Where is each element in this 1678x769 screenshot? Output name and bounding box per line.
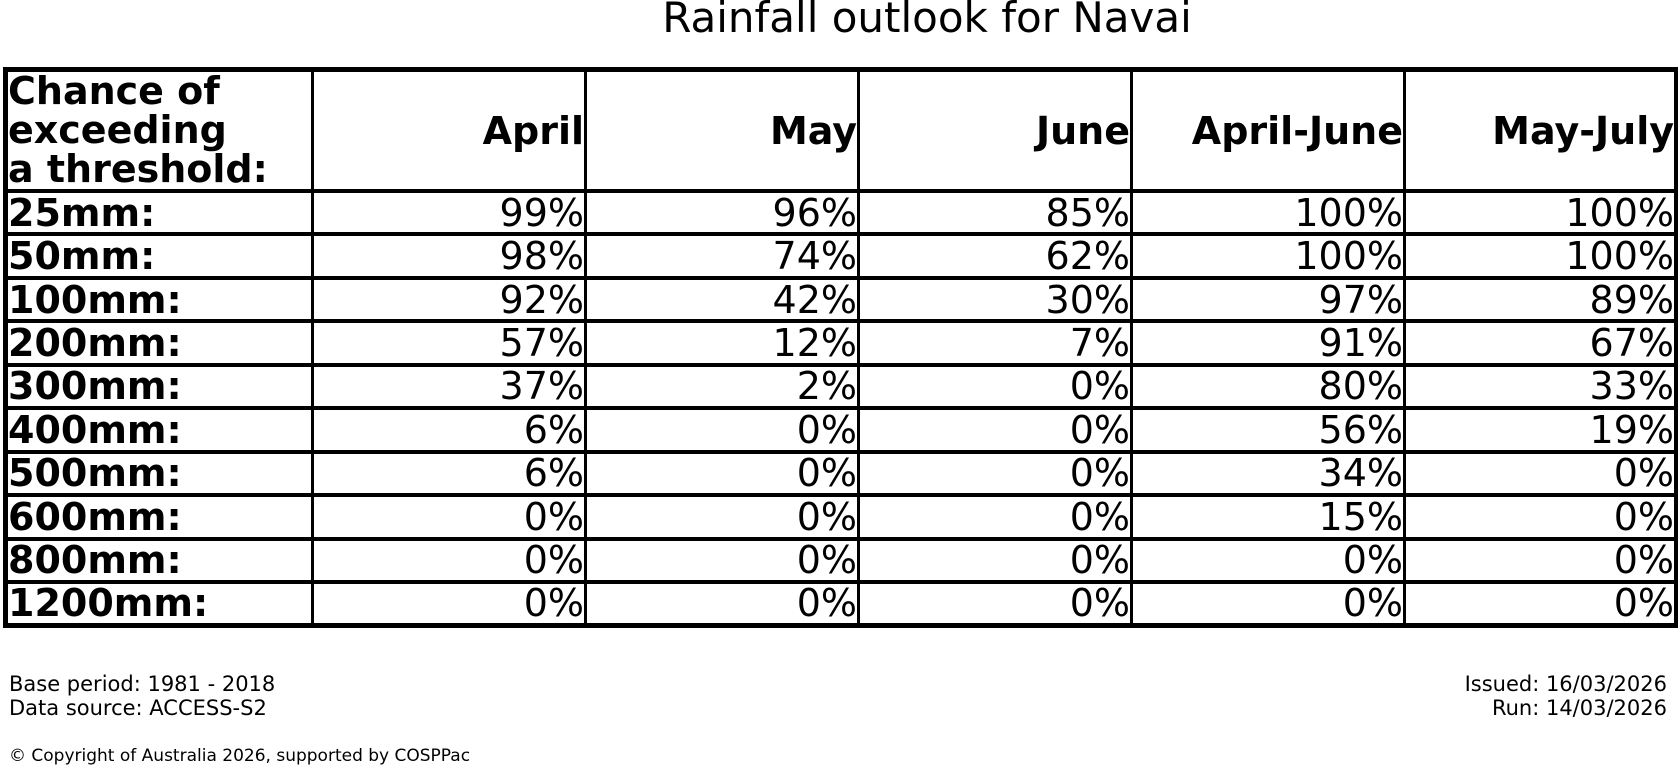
threshold-label: 800mm: [4, 536, 314, 584]
chance-value-cell: 0% [857, 362, 1133, 411]
rainfall-outlook-table: Chance of exceeding a threshold: April M… [3, 67, 1678, 628]
chance-value-cell: 80% [1130, 362, 1406, 411]
chance-value-cell: 100% [1403, 188, 1678, 237]
chance-value-cell: 100% [1403, 232, 1678, 280]
chance-value-cell: 0% [584, 579, 860, 628]
chance-value-cell: 0% [857, 406, 1133, 454]
table-row: 500mm: 6% 0% 0% 34% 0% [4, 449, 1678, 498]
chance-value-cell: 37% [311, 362, 587, 411]
threshold-label: 25mm: [4, 188, 314, 237]
threshold-label: 200mm: [4, 319, 314, 367]
chance-value-cell: 67% [1403, 319, 1678, 367]
chance-value-cell: 92% [311, 275, 587, 324]
column-header-april: April [311, 67, 587, 193]
chance-value-cell: 97% [1130, 275, 1406, 324]
chance-value-cell: 0% [584, 449, 860, 498]
chance-value-cell: 96% [584, 188, 860, 237]
chance-value-cell: 89% [1403, 275, 1678, 324]
chance-value-cell: 100% [1130, 188, 1406, 237]
table-row: 800mm: 0% 0% 0% 0% 0% [4, 536, 1678, 584]
chance-value-cell: 57% [311, 319, 587, 367]
copyright-note: © Copyright of Australia 2026, supported… [9, 746, 471, 766]
chance-value-cell: 0% [857, 536, 1133, 584]
corner-header-line2: exceeding [8, 108, 227, 152]
chance-value-cell: 0% [1130, 579, 1406, 628]
chance-value-cell: 0% [584, 493, 860, 541]
chance-value-cell: 91% [1130, 319, 1406, 367]
chance-value-cell: 42% [584, 275, 860, 324]
chance-value-cell: 0% [1403, 579, 1678, 628]
chance-value-cell: 0% [311, 536, 587, 584]
table-row: 100mm: 92% 42% 30% 97% 89% [4, 275, 1678, 324]
page-title: Rainfall outlook for Navai [662, 0, 1192, 42]
table-row: 25mm: 99% 96% 85% 100% 100% [4, 188, 1678, 237]
chance-value-cell: 0% [857, 493, 1133, 541]
chance-value-cell: 7% [857, 319, 1133, 367]
table-row: 1200mm: 0% 0% 0% 0% 0% [4, 579, 1678, 628]
run-date: Run: 14/03/2026 [1491, 696, 1667, 720]
table-row: 600mm: 0% 0% 0% 15% 0% [4, 493, 1678, 541]
threshold-label: 100mm: [4, 275, 314, 324]
threshold-label: 500mm: [4, 449, 314, 498]
column-header-april-june: April-June [1130, 67, 1406, 193]
threshold-label: 400mm: [4, 406, 314, 454]
chance-value-cell: 98% [311, 232, 587, 280]
chance-value-cell: 74% [584, 232, 860, 280]
chance-value-cell: 0% [1130, 536, 1406, 584]
chance-value-cell: 15% [1130, 493, 1406, 541]
chance-value-cell: 0% [1403, 536, 1678, 584]
chance-value-cell: 6% [311, 449, 587, 498]
chance-value-cell: 33% [1403, 362, 1678, 411]
chance-value-cell: 100% [1130, 232, 1406, 280]
corner-header: Chance of exceeding a threshold: [4, 67, 314, 193]
column-header-june: June [857, 67, 1133, 193]
threshold-label: 50mm: [4, 232, 314, 280]
chance-value-cell: 2% [584, 362, 860, 411]
chance-value-cell: 0% [311, 493, 587, 541]
threshold-label: 600mm: [4, 493, 314, 541]
chance-value-cell: 12% [584, 319, 860, 367]
chance-value-cell: 0% [584, 536, 860, 584]
corner-header-line1: Chance of [8, 69, 220, 113]
chance-value-cell: 0% [857, 449, 1133, 498]
table-row: 200mm: 57% 12% 7% 91% 67% [4, 319, 1678, 367]
issued-date: Issued: 16/03/2026 [1464, 672, 1667, 696]
base-period-note: Base period: 1981 - 2018 [9, 672, 276, 696]
rainfall-table-body: 25mm: 99% 96% 85% 100% 100% 50mm: 98% 74% 62% 100%… [4, 188, 1678, 628]
column-header-may: May [584, 67, 860, 193]
threshold-label: 300mm: [4, 362, 314, 411]
chance-value-cell: 56% [1130, 406, 1406, 454]
chance-value-cell: 6% [311, 406, 587, 454]
table-row: 400mm: 6% 0% 0% 56% 19% [4, 406, 1678, 454]
table-row: 300mm: 37% 2% 0% 80% 33% [4, 362, 1678, 411]
chance-value-cell: 30% [857, 275, 1133, 324]
chance-value-cell: 62% [857, 232, 1133, 280]
chance-value-cell: 0% [584, 406, 860, 454]
chance-value-cell: 34% [1130, 449, 1406, 498]
column-header-may-july: May-July [1403, 67, 1678, 193]
threshold-label: 1200mm: [4, 579, 314, 628]
corner-header-line3: a threshold: [8, 147, 268, 191]
chance-value-cell: 99% [311, 188, 587, 237]
chance-value-cell: 0% [1403, 493, 1678, 541]
chance-value-cell: 19% [1403, 406, 1678, 454]
chance-value-cell: 85% [857, 188, 1133, 237]
data-source-note: Data source: ACCESS-S2 [9, 696, 267, 720]
table-row: 50mm: 98% 74% 62% 100% 100% [4, 232, 1678, 280]
chance-value-cell: 0% [857, 579, 1133, 628]
chance-value-cell: 0% [1403, 449, 1678, 498]
table-header-row: Chance of exceeding a threshold: April M… [4, 67, 1678, 193]
chance-value-cell: 0% [311, 579, 587, 628]
